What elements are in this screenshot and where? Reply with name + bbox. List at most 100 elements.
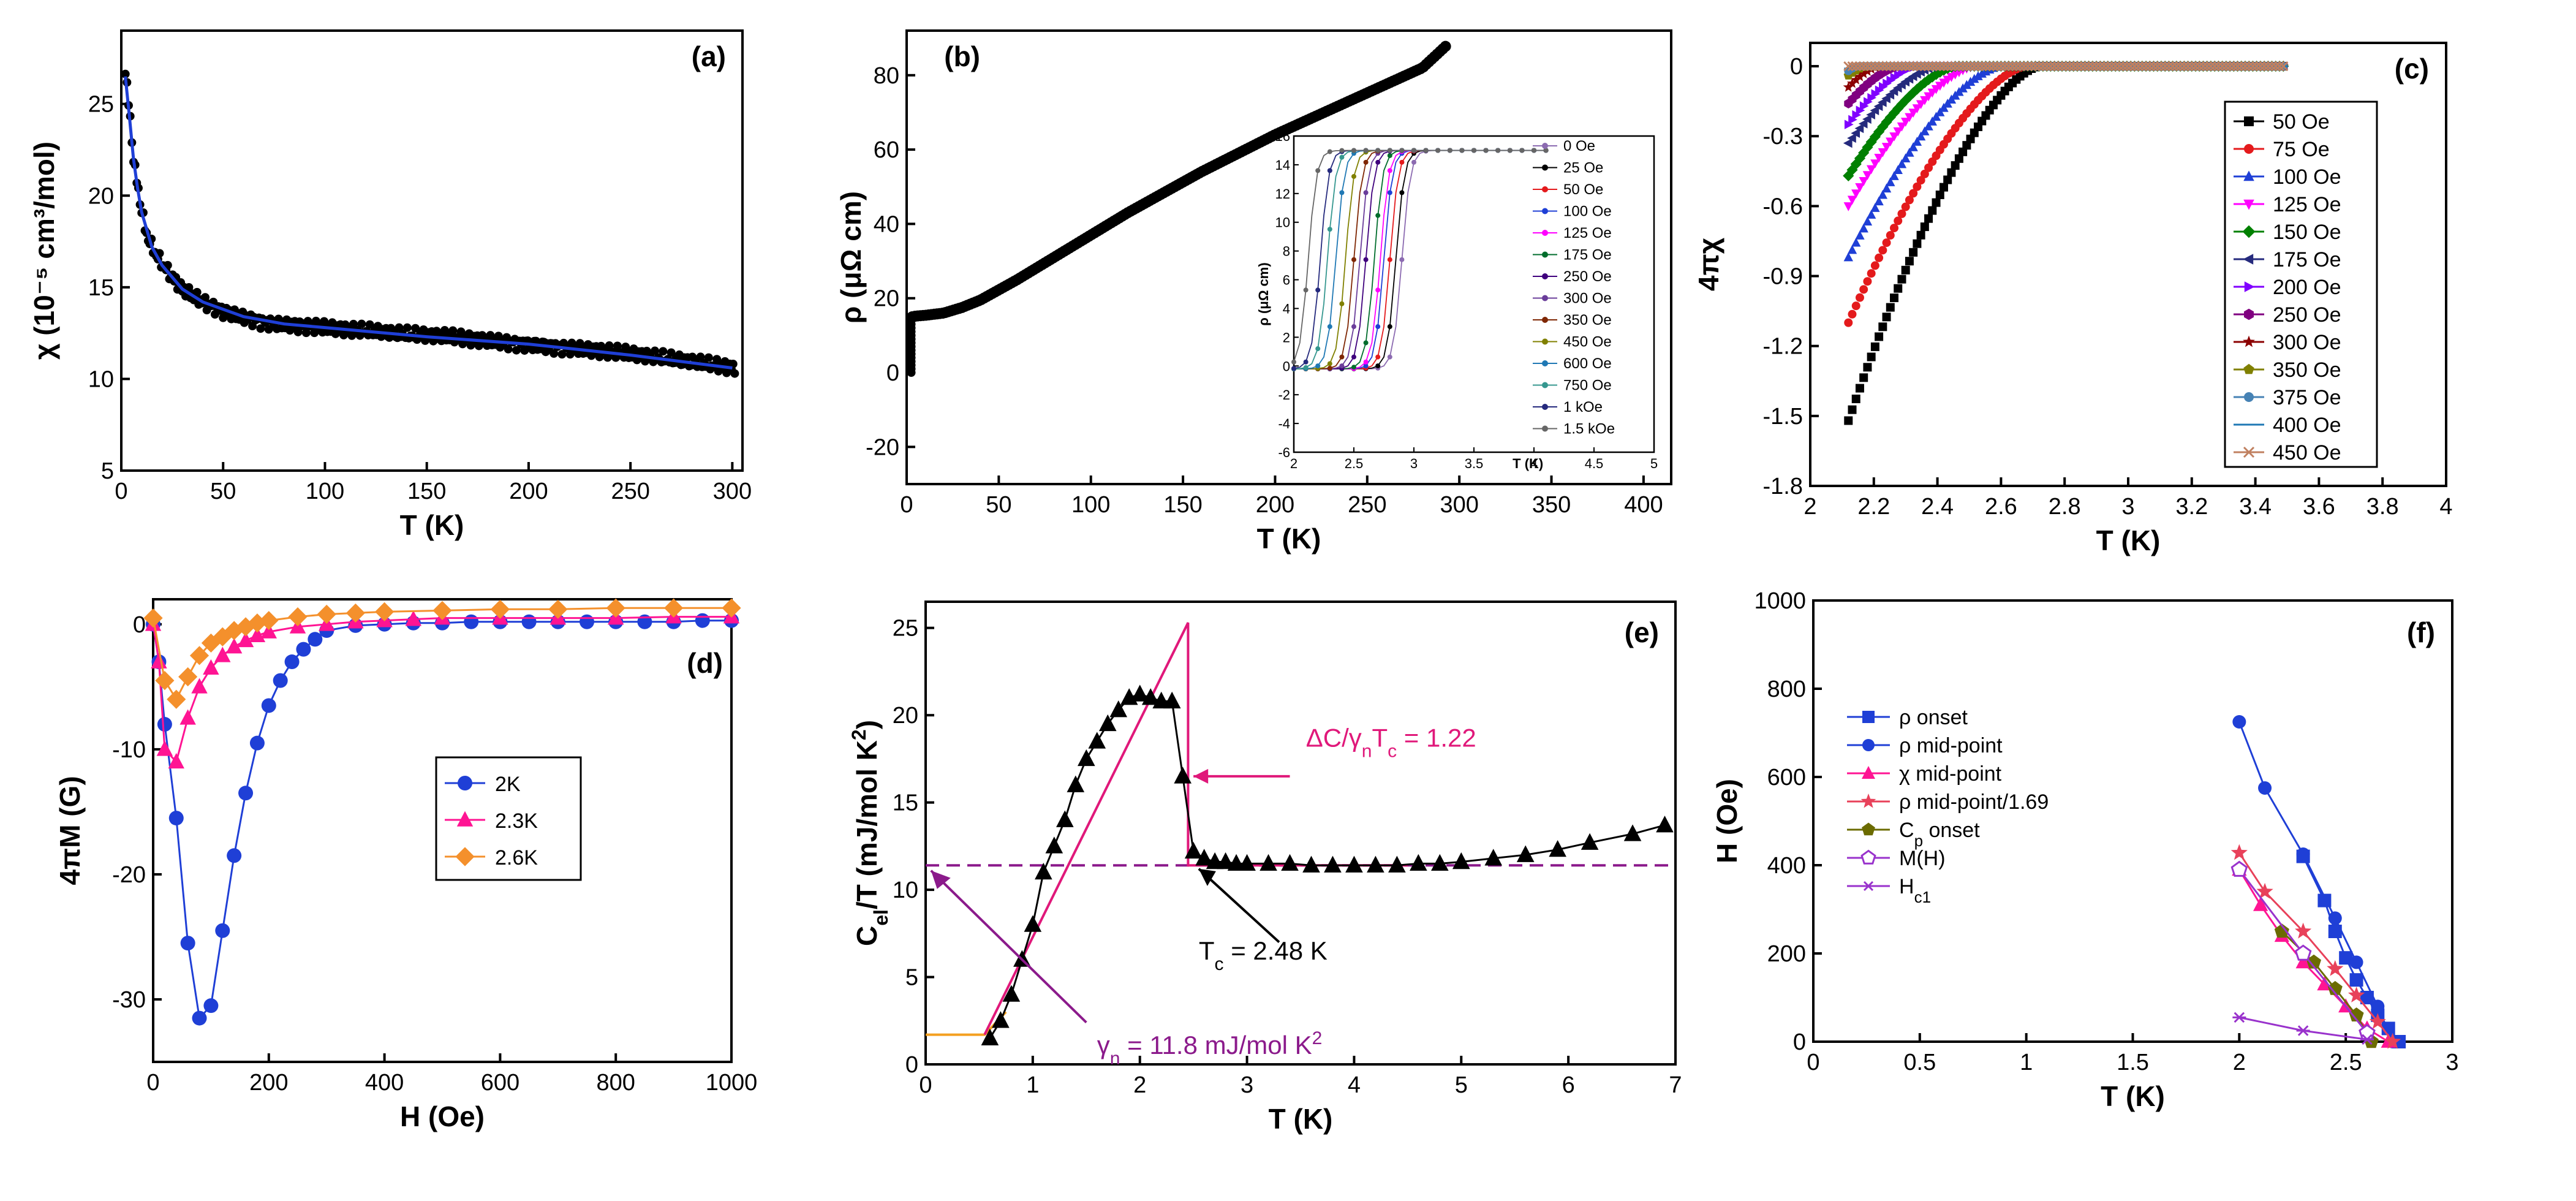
y-tick-label: 40 bbox=[874, 211, 899, 237]
panel-tag: (b) bbox=[944, 40, 980, 72]
data-point bbox=[1035, 863, 1052, 880]
inset-legend-label: 1.5 kOe bbox=[1563, 421, 1615, 438]
x-tick-label: 3 bbox=[2446, 1050, 2458, 1075]
data-point bbox=[2270, 61, 2281, 72]
legend-label: 2.6K bbox=[495, 846, 538, 869]
data-point bbox=[1935, 61, 1945, 72]
inset-point bbox=[1399, 190, 1405, 195]
data-point bbox=[651, 346, 660, 355]
x-tick-label: 400 bbox=[365, 1070, 404, 1096]
inset-x-tick-label: 2.5 bbox=[1345, 456, 1364, 471]
data-point bbox=[1163, 691, 1181, 709]
legend-label: χ mid-point bbox=[1899, 762, 2002, 786]
data-point bbox=[1977, 61, 1987, 72]
x-tick-label: 200 bbox=[249, 1070, 288, 1096]
inset-legend-marker bbox=[1542, 273, 1548, 279]
legend-label: Cp onset bbox=[1899, 819, 1980, 850]
data-point bbox=[504, 344, 513, 354]
y-tick-label: 1000 bbox=[1754, 588, 1806, 614]
data-point bbox=[2259, 61, 2270, 72]
data-point bbox=[1345, 855, 1363, 873]
data-point bbox=[2133, 61, 2144, 72]
data-point bbox=[2034, 61, 2044, 72]
data-point bbox=[1905, 148, 1914, 157]
data-point bbox=[1904, 61, 1914, 72]
x-tick-label: 0 bbox=[146, 1070, 159, 1096]
x-tick-label: 7 bbox=[1669, 1072, 1682, 1098]
inset-frame bbox=[1293, 135, 1655, 453]
data-point bbox=[2160, 61, 2170, 72]
data-point bbox=[1958, 61, 1968, 72]
y-tick-label: 800 bbox=[1767, 676, 1806, 702]
x-tick-label: 3 bbox=[1241, 1072, 1253, 1098]
inset-point bbox=[1351, 324, 1356, 330]
inset-point bbox=[1327, 324, 1332, 330]
inset-point bbox=[1459, 148, 1465, 153]
x-tick-label: 2.2 bbox=[1857, 494, 1890, 520]
data-point bbox=[1916, 230, 1925, 240]
gamma-arrowhead bbox=[931, 870, 951, 889]
inset-legend-label: 600 Oe bbox=[1563, 355, 1612, 372]
y-tick-label: 0 bbox=[1793, 1029, 1806, 1055]
y-tick-label: -0.3 bbox=[1763, 124, 1803, 150]
inset-point bbox=[1327, 227, 1332, 232]
x-tick-label: 300 bbox=[1440, 492, 1478, 518]
panel-a: 0 50 100 150 200 250 300 5 10 15 20 25 T (K) χ (10⁻⁵ … bbox=[28, 29, 752, 541]
data-point bbox=[1656, 816, 1674, 833]
gamma-annotation-part: n bbox=[1110, 1048, 1120, 1068]
x-tick-label: 2 bbox=[1133, 1072, 1146, 1098]
data-point bbox=[2294, 944, 2312, 961]
inset-point bbox=[1519, 148, 1525, 153]
x-tick-label: 250 bbox=[1348, 492, 1386, 518]
inset-point bbox=[1387, 257, 1392, 262]
data-point bbox=[2202, 61, 2212, 72]
data-point bbox=[1878, 322, 1887, 332]
inset-y-tick-label: 2 bbox=[1283, 330, 1290, 345]
x-tick-label: 50 bbox=[210, 479, 236, 504]
data-point bbox=[981, 1028, 999, 1045]
x-tick-label: 0 bbox=[919, 1072, 932, 1098]
panel-tag: (c) bbox=[2395, 53, 2429, 85]
data-point bbox=[1516, 845, 1535, 862]
panel-c: 2 2.2 2.4 2.6 2.8 3 3.2 3.4 3.6 3.8 4 0 -0.3 -0.6 -0.9… bbox=[1693, 42, 2453, 556]
x-tick-label: 100 bbox=[1071, 492, 1110, 518]
y-axis-title-sup: 2 bbox=[848, 729, 870, 740]
inset-legend-marker bbox=[1542, 360, 1548, 366]
data-point bbox=[1024, 915, 1042, 932]
inset-point bbox=[1351, 365, 1356, 370]
x-tick-label: 6 bbox=[1562, 1072, 1575, 1098]
legend-marker bbox=[2243, 446, 2255, 458]
inset-legend-label: 300 Oe bbox=[1563, 290, 1612, 307]
data-point bbox=[1881, 183, 1892, 193]
inset-legend-marker bbox=[1542, 164, 1548, 171]
data-point bbox=[1109, 700, 1128, 718]
data-point bbox=[1908, 142, 1918, 151]
legend-marker bbox=[1862, 766, 1875, 779]
data-point bbox=[151, 653, 167, 669]
data-point bbox=[1866, 210, 1876, 219]
data-point bbox=[2030, 61, 2041, 72]
x-tick-label: 350 bbox=[1532, 492, 1571, 518]
data-point bbox=[2213, 61, 2224, 72]
data-point bbox=[2057, 61, 2068, 72]
inset-point bbox=[1387, 324, 1392, 330]
data-point bbox=[1851, 301, 1860, 311]
tc-arrowhead bbox=[1198, 868, 1216, 886]
x-tick-label: 0 bbox=[900, 492, 913, 518]
legend-label-sub: c1 bbox=[1914, 888, 1931, 906]
data-point bbox=[512, 346, 521, 355]
inset-legend-label: 250 Oe bbox=[1563, 268, 1612, 285]
x-tick-label: 600 bbox=[481, 1070, 519, 1096]
inset-legend-marker bbox=[1542, 317, 1548, 323]
inset-x-tick-label: 3 bbox=[1410, 456, 1418, 471]
data-point bbox=[1882, 238, 1891, 248]
data-point bbox=[1874, 196, 1884, 206]
inset-legend-label: 175 Oe bbox=[1563, 247, 1612, 263]
data-point bbox=[189, 646, 210, 665]
y-axis-title-tail: /T (mJ/mol K bbox=[851, 740, 883, 909]
data-point bbox=[2349, 1007, 2364, 1021]
data-point bbox=[1851, 189, 1861, 199]
x-tick-label: 1000 bbox=[706, 1070, 758, 1096]
legend-label-main: H bbox=[1899, 875, 1914, 898]
data-point bbox=[2198, 61, 2208, 72]
